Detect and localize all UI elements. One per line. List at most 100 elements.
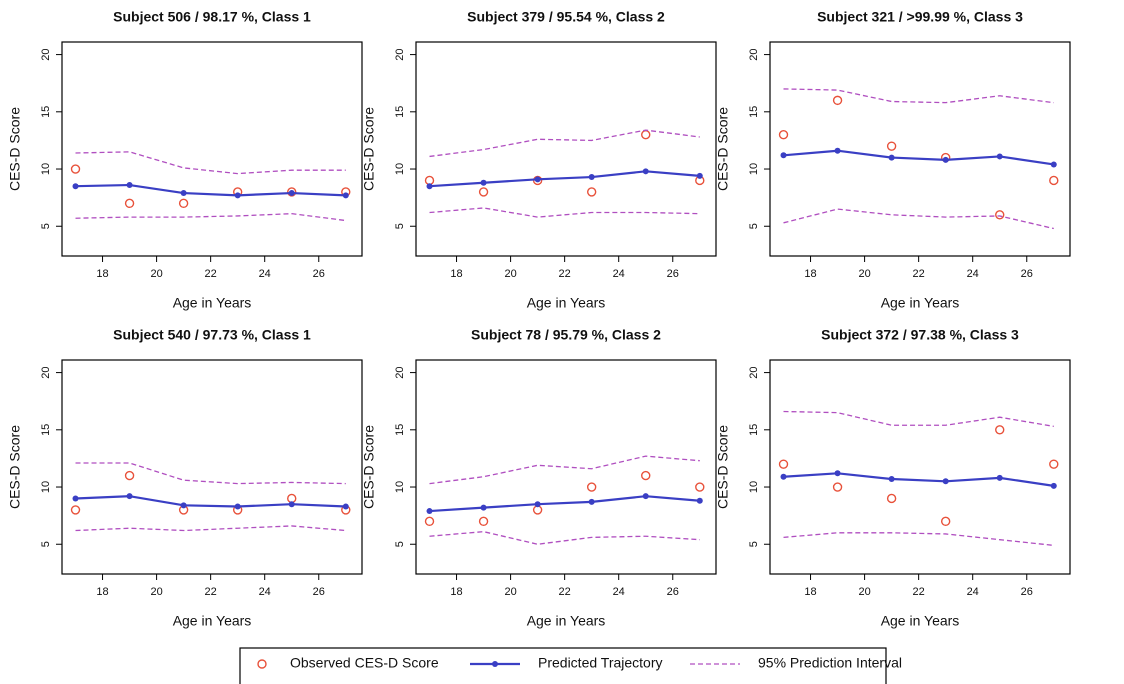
y-tick-label: 10 [748,163,760,175]
observed-point [695,482,705,492]
panel-title: Subject 506 / 98.17 %, Class 1 [113,9,311,25]
x-tick-label: 26 [667,586,679,598]
interval-upper [75,462,346,485]
panel: Subject 506 / 98.17 %, Class 1 Age in Yea… [7,9,363,311]
panel-title: Subject 372 / 97.38 %, Class 3 [821,327,1019,343]
observed-point [940,516,951,527]
interval-upper [429,129,700,158]
interval-lower [783,532,1054,547]
x-tick-label: 18 [96,586,108,598]
predicted-point [234,503,241,510]
predicted-line [429,495,700,513]
x-tick-label: 18 [450,268,462,280]
y-tick-label: 5 [394,223,406,229]
predicted-point [696,497,703,504]
observed-point [995,425,1005,435]
y-tick-label: 5 [394,541,406,547]
predicted-point [1050,482,1057,489]
y-tick-label: 20 [748,366,760,378]
predicted-point [126,493,133,500]
plot-frame [61,359,363,575]
predicted-point [642,168,649,175]
legend-symbol [492,661,498,667]
y-tick-label: 5 [40,223,52,229]
predicted-line [429,170,700,188]
predicted-point [1050,161,1057,168]
y-tick-label: 10 [40,163,52,175]
predicted-point [342,503,349,510]
y-tick-label: 20 [40,48,52,60]
observed-point [778,129,789,140]
plot-frame [415,41,717,257]
predicted-point [480,179,487,186]
predicted-point [480,504,487,511]
x-tick-label: 24 [259,268,271,280]
predicted-point [288,190,295,197]
x-tick-label: 20 [150,268,162,280]
x-tick-label: 26 [1021,586,1033,598]
observed-point [641,129,651,140]
predicted-point [180,190,187,197]
x-tick-label: 18 [804,586,816,598]
y-axis-label: CES-D Score [715,425,731,509]
interval-upper [429,455,700,485]
predicted-point [126,182,133,189]
observed-point [586,482,597,492]
observed-point [886,493,897,504]
x-tick-label: 20 [504,268,516,280]
plot-frame [415,359,717,575]
y-tick-label: 5 [748,541,760,547]
x-tick-label: 20 [858,586,870,598]
panel-title: Subject 379 / 95.54 %, Class 2 [467,9,665,25]
legend-symbol [257,659,267,669]
x-tick-label: 22 [205,586,217,598]
x-tick-label: 18 [96,268,108,280]
x-tick-label: 26 [667,268,679,280]
interval-lower [75,525,346,532]
observed-point [586,187,597,197]
interval-lower [429,531,700,545]
y-tick-label: 10 [394,481,406,493]
observed-point [1049,175,1059,186]
y-tick-label: 5 [748,223,760,229]
predicted-point [180,502,187,509]
y-tick-label: 20 [394,366,406,378]
predicted-point [642,493,649,500]
observed-point [778,459,789,469]
predicted-point [834,470,841,477]
y-axis-label: CES-D Score [361,425,377,509]
panel-title: Subject 78 / 95.79 %, Class 2 [471,327,661,343]
y-tick-label: 10 [40,481,52,493]
observed-point [424,516,435,527]
y-tick-label: 10 [394,163,406,175]
x-tick-label: 20 [150,586,162,598]
x-tick-label: 22 [559,268,571,280]
panel: Subject 540 / 97.73 %, Class 1 Age in Yea… [7,327,363,629]
predicted-point [588,174,595,181]
observed-point [124,470,135,481]
x-tick-label: 20 [858,268,870,280]
panel-title: Subject 321 / >99.99 %, Class 3 [817,9,1023,25]
x-tick-label: 22 [559,586,571,598]
predicted-point [780,152,787,159]
panel: Subject 78 / 95.79 %, Class 2 Age in Year… [361,327,717,629]
y-tick-label: 15 [748,106,760,118]
panel: Subject 321 / >99.99 %, Class 3 Age in Ye… [715,9,1071,311]
predicted-point [534,176,541,183]
x-tick-label: 20 [504,586,516,598]
predicted-line [75,495,346,508]
x-tick-label: 22 [913,268,925,280]
interval-upper [783,88,1054,104]
predicted-point [696,172,703,179]
predicted-point [72,183,79,190]
x-axis-label: Age in Years [881,295,960,311]
predicted-point [534,501,541,508]
interval-upper [783,410,1054,428]
y-tick-label: 15 [40,424,52,436]
observed-point [124,198,135,209]
interval-lower [783,208,1054,230]
predicted-point [888,476,895,483]
predicted-line [783,149,1054,166]
predicted-point [234,192,241,199]
plot-frame [769,41,1071,257]
